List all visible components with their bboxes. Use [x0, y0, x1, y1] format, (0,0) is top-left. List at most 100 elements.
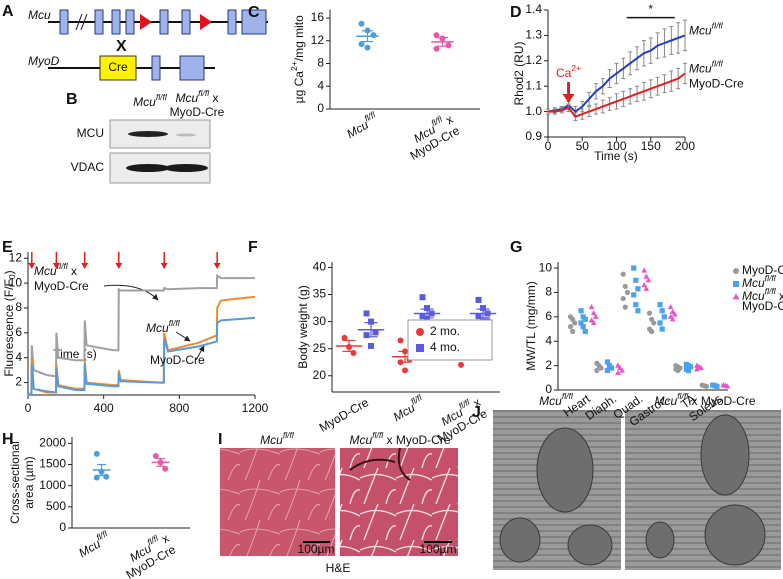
- blot-band: [128, 131, 168, 137]
- point: [372, 329, 379, 336]
- point: [643, 273, 650, 279]
- panel-a: A Mcu X MyoD Cre: [2, 3, 268, 81]
- point: [698, 364, 704, 371]
- point: [649, 328, 655, 335]
- point: [578, 320, 584, 326]
- text-run: x MyoD-Cre: [688, 394, 756, 408]
- y-axis-label: Cross-sectionalarea (µm): [8, 441, 36, 524]
- y-tick-label: 8: [15, 300, 22, 314]
- addition-arrow: [81, 252, 89, 269]
- y-tick-label: 1.2: [525, 53, 542, 67]
- legend-marker: [416, 344, 424, 352]
- x-tick-label: 100: [606, 139, 626, 153]
- significance-label: *: [648, 2, 653, 16]
- panel-letter: H: [2, 431, 14, 448]
- point: [604, 359, 610, 365]
- point: [594, 367, 600, 374]
- point: [358, 20, 365, 27]
- series-line: [28, 295, 256, 396]
- point: [152, 453, 159, 460]
- text-run: Mcu: [175, 91, 198, 105]
- point: [620, 295, 626, 302]
- point: [622, 283, 628, 289]
- y-tick-label: 1500: [39, 457, 66, 471]
- text-run: fl/fl: [169, 318, 181, 328]
- x-tick-label: Mcufl/fl xMyoD-Cre: [427, 393, 490, 446]
- text-run: fl/fl: [677, 391, 689, 401]
- scale-label: 100µm: [298, 542, 335, 556]
- point: [341, 334, 348, 341]
- point: [368, 318, 374, 325]
- y-axis-label: µg Ca2+/mg mito: [289, 15, 306, 103]
- text-run: /mg mito: [292, 15, 306, 61]
- point: [659, 308, 665, 314]
- y-tick-label: 8: [545, 285, 552, 299]
- y-tick-label: 0: [317, 101, 324, 115]
- error-bar: [342, 339, 356, 352]
- text-run: ): [2, 270, 16, 274]
- y-tick-label: 0: [545, 382, 552, 396]
- point: [714, 383, 720, 389]
- series-line: [27, 273, 255, 396]
- x-tick-label: Mcufl/fl xMyoD-Cre: [116, 529, 179, 579]
- point: [368, 342, 374, 349]
- error-bar: [361, 30, 374, 43]
- y-tick-label: 12: [9, 250, 23, 264]
- point: [724, 383, 731, 389]
- y-tick-label: 0.9: [525, 129, 542, 143]
- panel-letter: I: [218, 431, 222, 448]
- point: [703, 383, 710, 389]
- text-run: MyoD-Cre: [170, 105, 225, 119]
- point: [103, 473, 110, 480]
- scale-label: 100µm: [420, 542, 457, 556]
- arrow-head: [213, 263, 221, 269]
- arrow-head: [52, 263, 60, 269]
- series-label: MyoD-Cre: [150, 353, 205, 367]
- y-tick-label: 1.1: [525, 78, 542, 92]
- x-tick-label: MyoD-Cre: [317, 395, 372, 435]
- panel-j: J Mcufl/fl Mcufl/fl x MyoD-Cre: [472, 391, 781, 570]
- point: [633, 302, 639, 308]
- legend-marker: [733, 281, 739, 287]
- y-tick-label: 4: [545, 333, 552, 347]
- x-tick-label: Mcufl/fl: [343, 109, 382, 141]
- series-label: Mcufl/fl MyoD-Cre: [689, 59, 744, 91]
- y-tick-label: 1000: [39, 478, 66, 492]
- text-run: fl/fl: [198, 88, 210, 98]
- text-run: x: [68, 264, 77, 278]
- point: [646, 310, 653, 316]
- y-tick-label: 2: [15, 375, 22, 389]
- point: [643, 285, 650, 291]
- text-run: area (µm): [22, 456, 36, 508]
- error-bar: [436, 37, 449, 47]
- text-run: Mcu: [539, 394, 562, 408]
- y-tick-label: 6: [545, 309, 552, 323]
- point: [592, 313, 599, 319]
- stain-label: H&E: [326, 561, 351, 575]
- text-run: MyoD-Cre: [689, 77, 744, 91]
- series-line: [547, 34, 686, 113]
- legend-label: 4 mo.: [430, 340, 460, 354]
- text-run: MyoD: [28, 54, 60, 68]
- text-run: x: [209, 91, 218, 105]
- point: [580, 324, 586, 330]
- point: [622, 304, 628, 310]
- addition-arrow: [115, 252, 123, 269]
- addition-arrow: [160, 252, 168, 269]
- text-run: Mcu: [133, 95, 156, 109]
- text-run: Mcu: [689, 24, 712, 38]
- x-tick-label: 400: [94, 401, 114, 415]
- y-tick-label: 30: [313, 314, 327, 328]
- exon: [151, 55, 161, 81]
- exons: [59, 9, 267, 35]
- panel-letter: E: [2, 239, 13, 256]
- x-axis-label: Time (s): [53, 347, 97, 361]
- text-run: fl/fl: [372, 430, 384, 440]
- point: [590, 310, 597, 316]
- point: [570, 328, 576, 335]
- blot-band: [126, 164, 170, 172]
- point: [659, 326, 665, 332]
- point: [572, 320, 578, 326]
- point: [615, 369, 621, 376]
- image-title: Mcufl/fl: [539, 391, 574, 408]
